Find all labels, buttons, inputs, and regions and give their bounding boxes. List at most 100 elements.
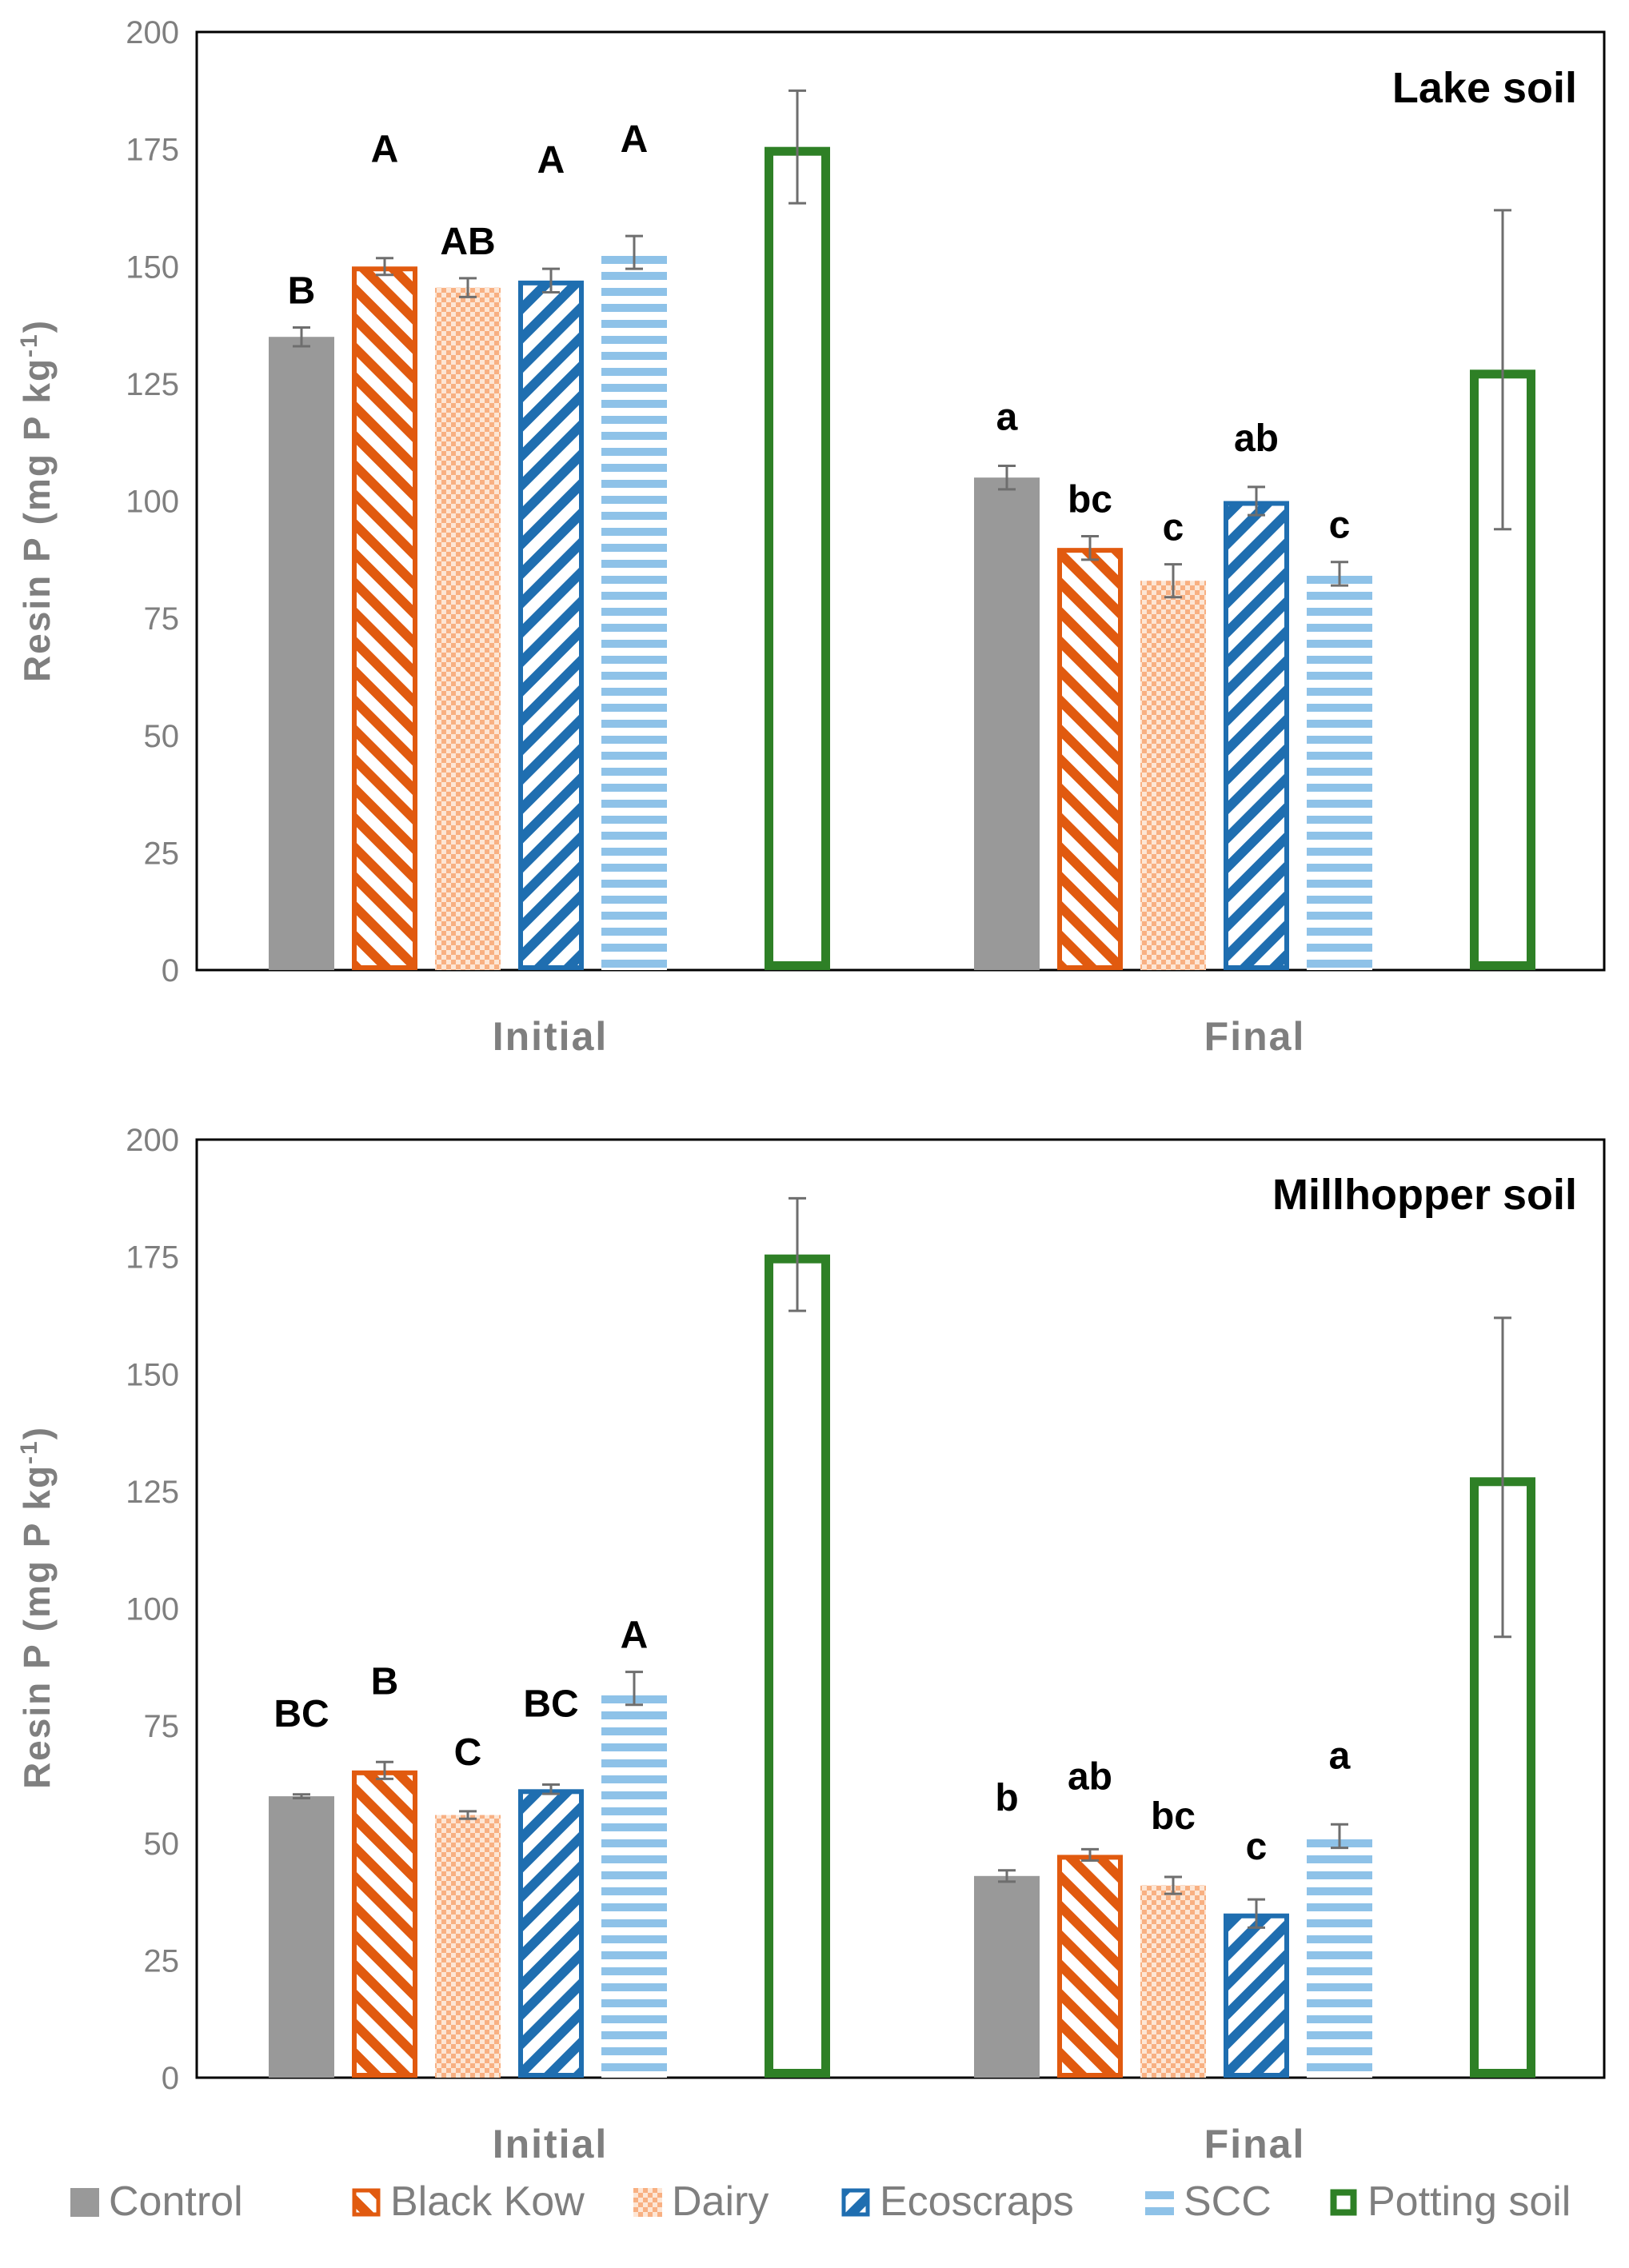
- error-bar-dairy-initial: [459, 1810, 477, 1820]
- legend-item-black-kow: Black Kow: [352, 2178, 585, 2225]
- significance-letter-black-kow: bc: [1068, 478, 1112, 521]
- error-bar-black-kow-final: [1081, 1847, 1099, 1862]
- x-tick-label-final: Final: [1204, 2122, 1306, 2166]
- significance-letter-black-kow: A: [371, 129, 399, 171]
- panel-lake-soil: Lake soil 0 25 50 75 100 125 150 175 200 Resin P…: [16, 15, 1606, 1059]
- significance-letter-control: b: [995, 1777, 1018, 1819]
- y-tick-label: 50: [144, 719, 180, 754]
- bar-potting-soil-initial: [765, 1254, 830, 2078]
- error-bar-dairy-final: [1164, 563, 1182, 599]
- bar-dairy-final: [1140, 1885, 1206, 2078]
- bar-black-kow-initial: [352, 266, 417, 970]
- bar-scc-final: [1307, 573, 1372, 970]
- bar-group-millhopper: BC b Bab Cbc BC c Aa: [269, 1196, 1535, 2078]
- significance-letter-scc: A: [621, 118, 649, 161]
- bar-ecoscraps-initial: [518, 1789, 584, 2078]
- y-tick-label: 0: [162, 953, 179, 988]
- bar-control-initial: [269, 337, 334, 971]
- y-tick-label: 200: [126, 15, 179, 50]
- y-axis-lake: 0 25 50 75 100 125 150 175 200 Resin P (mg P kg-…: [16, 15, 179, 988]
- bar-black-kow-initial: [352, 1770, 417, 2078]
- bar-control-initial: [269, 1796, 334, 2078]
- error-bar-potting-soil-initial: [789, 1196, 806, 1312]
- x-tick-label-final: Final: [1204, 1014, 1306, 1059]
- x-tick-label-initial: Initial: [493, 2122, 609, 2166]
- legend-item-dairy: Dairy: [633, 2178, 769, 2225]
- error-bar-potting-soil-final: [1494, 1316, 1511, 1639]
- y-axis-title-millhopper: Resin P (mg P kg-1): [16, 1426, 58, 1789]
- legend-item-potting-soil: Potting soil: [1330, 2178, 1571, 2225]
- y-tick-label: 200: [126, 1123, 179, 1158]
- y-tick-label: 0: [162, 2061, 179, 2096]
- error-bar-black-kow-initial: [376, 1760, 393, 1780]
- significance-letter-ecoscraps: ab: [1234, 417, 1279, 460]
- legend-item-scc: SCC: [1145, 2178, 1272, 2225]
- y-tick-label: 150: [126, 1357, 179, 1392]
- y-tick-label: 175: [126, 1240, 179, 1276]
- legend-swatch-dairy: [633, 2188, 662, 2217]
- y-tick-labels-millhopper: 0 25 50 75 100 125 150 175 200: [126, 1123, 179, 2096]
- y-tick-label: 25: [144, 1943, 180, 1979]
- y-tick-label: 150: [126, 250, 179, 285]
- bar-scc-initial: [601, 252, 667, 970]
- panel-millhopper-soil: Millhopper soil 0 25 50 75 100 125 150 175 200 R…: [16, 1123, 1606, 2166]
- y-tick-label: 75: [144, 601, 180, 637]
- legend-label-potting-soil: Potting soil: [1367, 2178, 1571, 2225]
- y-tick-label: 175: [126, 133, 179, 168]
- x-axis-lake: Initial Final: [493, 1014, 1306, 1059]
- significance-letter-black-kow: ab: [1068, 1755, 1112, 1798]
- y-tick-label: 125: [126, 1475, 179, 1510]
- bar-ecoscraps-initial: [518, 280, 584, 971]
- error-bar-ecoscraps-final: [1248, 485, 1265, 517]
- significance-letter-dairy: c: [1163, 507, 1184, 549]
- error-bar-control-initial: [293, 325, 310, 348]
- significance-letter-dairy: C: [454, 1731, 482, 1774]
- bar-dairy-initial: [435, 287, 501, 971]
- legend: Control Black Kow Dairy Ecoscraps SCC Potting…: [70, 2178, 1571, 2225]
- y-tick-labels-lake: 0 25 50 75 100 125 150 175 200: [126, 15, 179, 988]
- bar-black-kow-final: [1057, 548, 1123, 970]
- y-tick-label: 100: [126, 1592, 179, 1627]
- significance-letter-control: B: [288, 270, 316, 312]
- error-bar-dairy-final: [1164, 1875, 1182, 1895]
- bar-ecoscraps-final: [1224, 501, 1289, 970]
- legend-swatch-black-kow: [352, 2188, 381, 2217]
- significance-letter-control: a: [996, 397, 1018, 439]
- significance-letter-scc: c: [1329, 505, 1351, 547]
- legend-swatch-control: [70, 2188, 99, 2217]
- legend-label-dairy: Dairy: [672, 2178, 769, 2225]
- error-bar-scc-final: [1331, 561, 1348, 587]
- bar-dairy-final: [1140, 581, 1206, 970]
- legend-label-ecoscraps: Ecoscraps: [880, 2178, 1074, 2225]
- y-tick-label: 100: [126, 485, 179, 520]
- error-bar-potting-soil-final: [1494, 209, 1511, 531]
- panel-title-millhopper: Millhopper soil: [1272, 1171, 1577, 1219]
- plot-frame-millhopper: [195, 1138, 1606, 2079]
- error-bar-scc-initial: [625, 234, 643, 270]
- error-bar-ecoscraps-initial: [542, 1783, 560, 1795]
- significance-letter-dairy: bc: [1151, 1795, 1196, 1838]
- legend-swatch-potting-soil: [1330, 2189, 1357, 2216]
- error-bar-black-kow-initial: [376, 257, 393, 277]
- significance-letter-black-kow: B: [371, 1660, 399, 1703]
- significance-letter-ecoscraps: BC: [523, 1683, 578, 1725]
- legend-label-black-kow: Black Kow: [390, 2178, 585, 2225]
- significance-letter-scc: A: [621, 1615, 649, 1657]
- legend-swatch-ecoscraps: [841, 2188, 870, 2217]
- error-bar-potting-soil-initial: [789, 89, 806, 205]
- bar-black-kow-final: [1057, 1855, 1123, 2078]
- y-axis-millhopper: 0 25 50 75 100 125 150 175 200 Resin P (mg P kg-…: [16, 1123, 179, 2096]
- y-tick-label: 50: [144, 1827, 180, 1862]
- y-tick-label: 125: [126, 367, 179, 402]
- significance-letter-dairy: AB: [440, 221, 495, 263]
- bar-potting-soil-initial: [765, 146, 830, 970]
- error-bar-control-final: [998, 1869, 1016, 1883]
- bar-scc-final: [1307, 1835, 1372, 2078]
- legend-item-control: Control: [70, 2178, 243, 2225]
- error-bar-ecoscraps-initial: [542, 267, 560, 294]
- panel-title-lake: Lake soil: [1392, 64, 1577, 112]
- error-bar-scc-final: [1331, 1823, 1348, 1850]
- plot-frame-lake: [195, 30, 1606, 972]
- bar-dairy-initial: [435, 1815, 501, 2078]
- error-bar-control-initial: [293, 1793, 310, 1799]
